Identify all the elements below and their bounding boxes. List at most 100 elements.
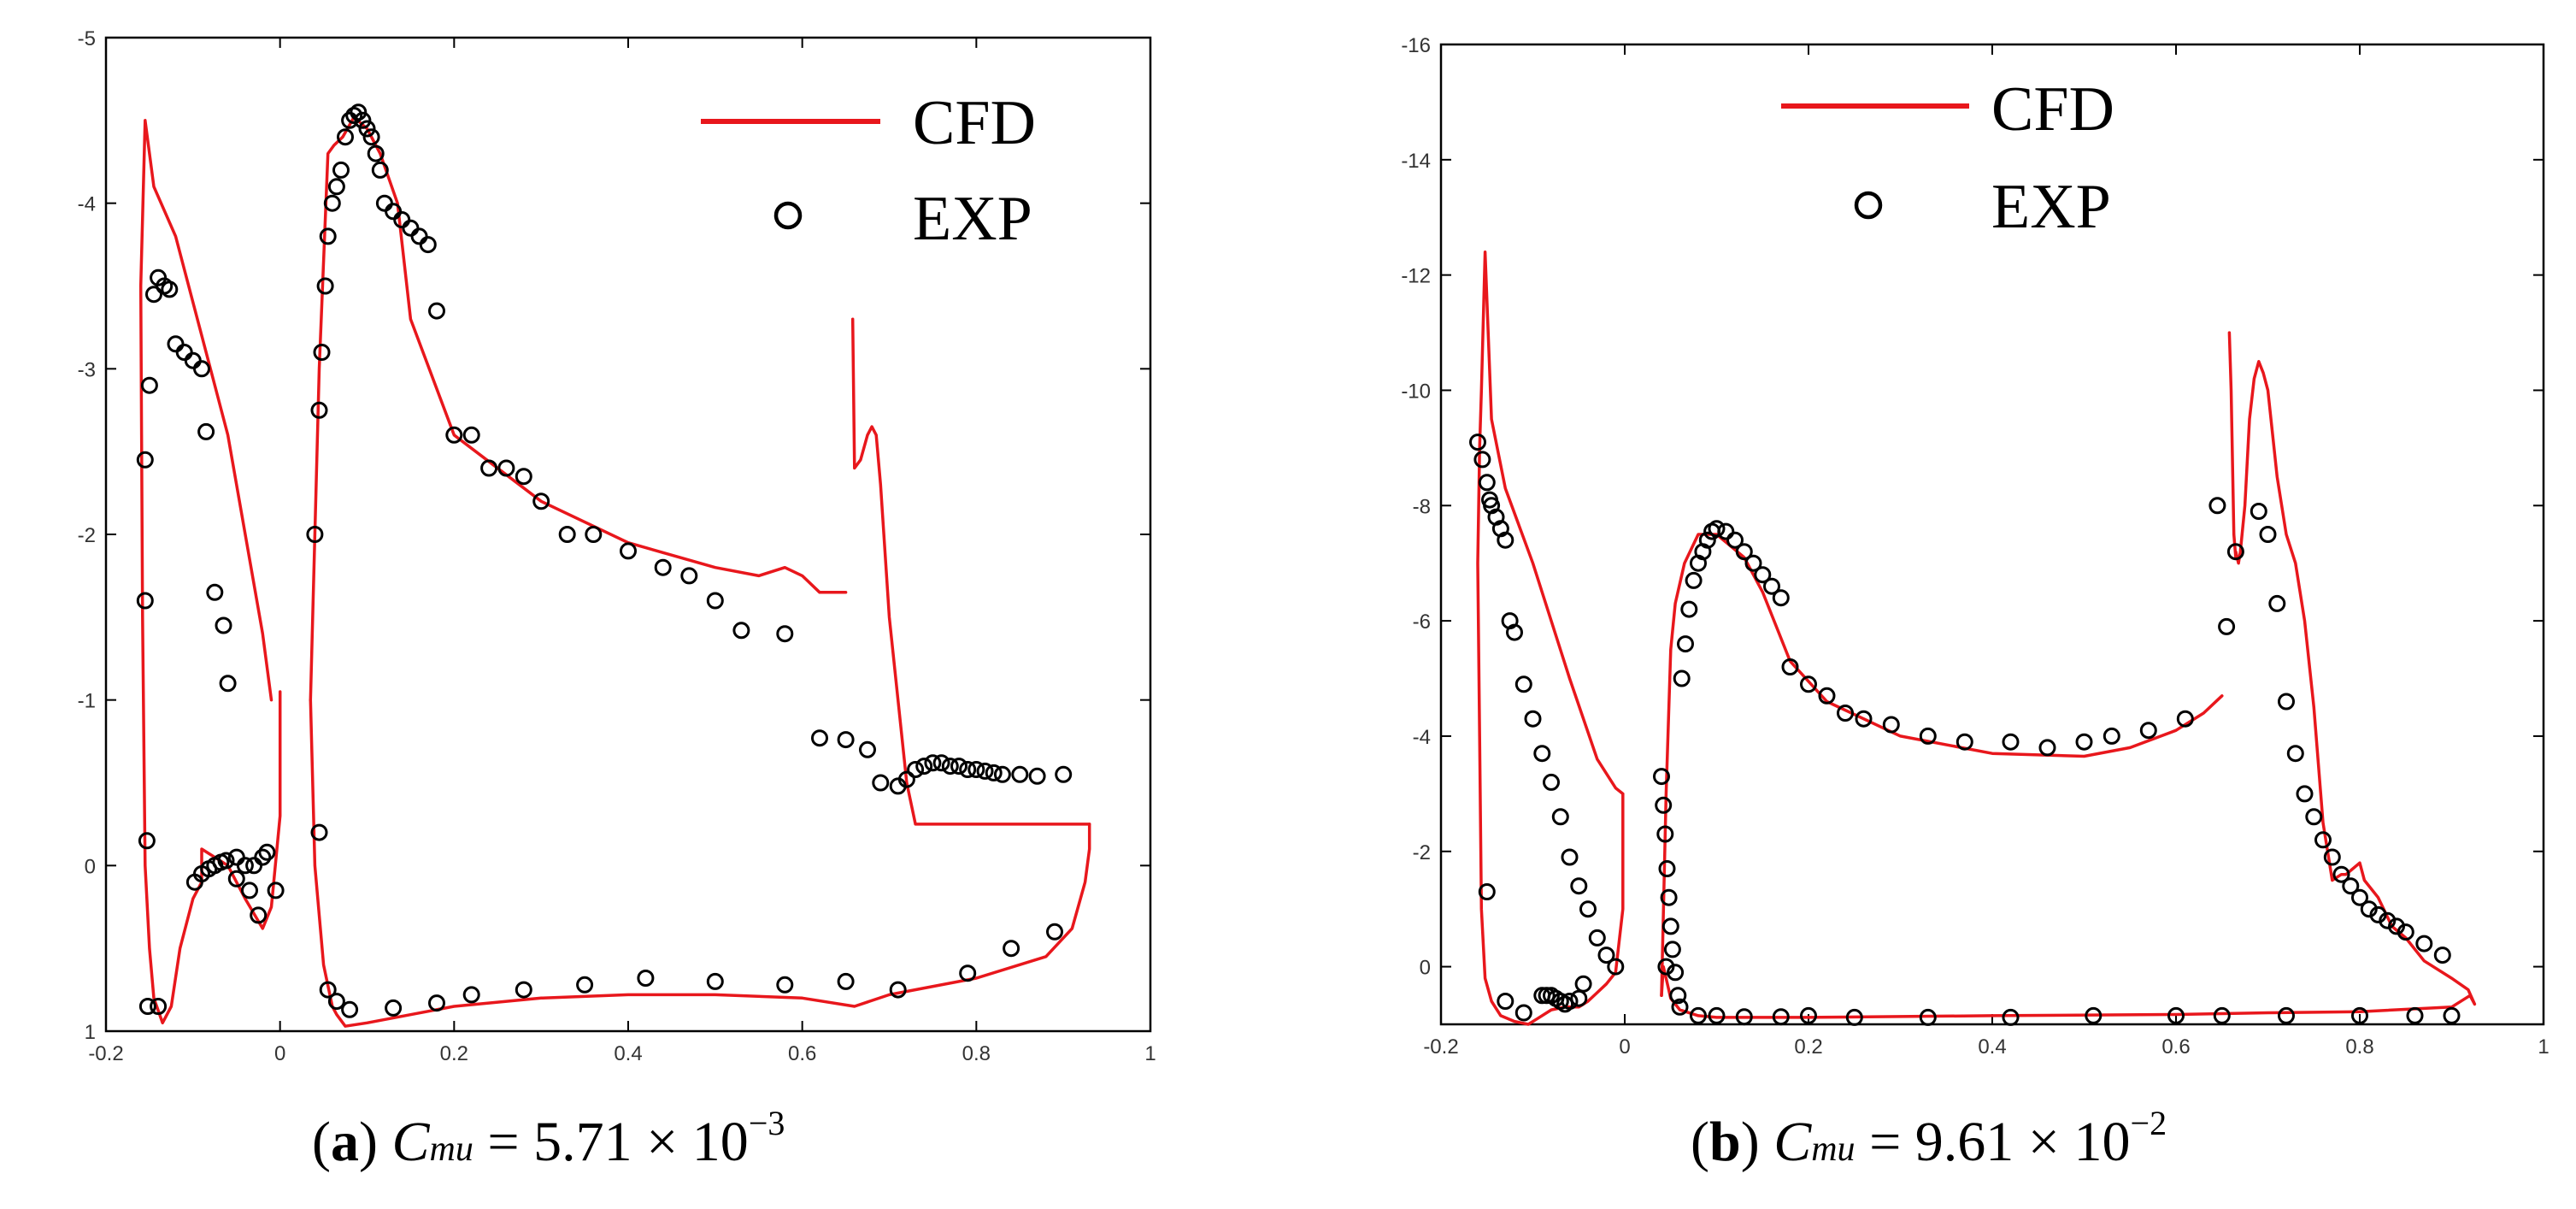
panel-a-y-tick-label: 0 <box>85 855 96 878</box>
panel-b-exp-point <box>1658 860 1676 877</box>
panel-b-legend-exp-marker <box>1854 191 1883 220</box>
panel-a-exp-point <box>480 459 498 477</box>
panel-a-exp-point <box>219 675 237 693</box>
panel-a-exp-point <box>310 401 328 419</box>
panel-a-caption-subscript: mu <box>429 1129 473 1169</box>
panel-a-exp-point <box>776 625 794 643</box>
panel-b-exp-point <box>1497 531 1514 549</box>
panel-b-exp-point <box>2038 739 2056 757</box>
panel-b-exp-point <box>1800 675 1817 693</box>
panel-a-exp-point <box>907 761 925 778</box>
panel-b-exp-point <box>1506 623 1523 641</box>
panel-b-exp-point <box>1543 773 1560 791</box>
panel-a-exp-point <box>445 426 463 444</box>
panel-b-exp-point <box>1956 733 1973 751</box>
panel-a-legend-cfd-label: CFD <box>913 88 1036 158</box>
panel-b-caption-symbol: C <box>1773 1111 1812 1173</box>
panel-b-caption-subscript: mu <box>1811 1129 1856 1169</box>
panel-b-cfd-line-segment <box>1660 533 2224 998</box>
panel-b-exp-series <box>1469 433 2461 1026</box>
panel-a-exp-point <box>217 852 235 870</box>
panel-b-exp-point <box>1669 987 1687 1005</box>
panel-b-y-tick-label: -10 <box>1401 380 1431 403</box>
panel-a-exp-point <box>428 994 445 1012</box>
panel-a-ticks: -0.2 0 0.2 0.4 0.6 0.8 1 -5 -4 -3 -2 -1 0 1 <box>78 27 1156 1065</box>
panel-b-exp-point <box>2351 888 2368 906</box>
panel-b-exp-point <box>1754 566 1772 584</box>
panel-a-y-tick-label: -4 <box>78 193 96 216</box>
panel-a-x-tick-label: -0.2 <box>88 1042 123 1065</box>
panel-a-exp-point <box>654 558 672 576</box>
panel-a-exp-point <box>410 227 428 245</box>
panel-a-exp-point <box>637 970 655 987</box>
panel-b-exp-point <box>1607 958 1625 976</box>
panel-a-cfd-line-segment <box>138 119 282 1025</box>
panel-a-exp-point <box>161 280 179 298</box>
panel-b-y-tick-label: -16 <box>1401 34 1431 57</box>
panel-a-legend-exp-label: EXP <box>913 184 1032 254</box>
panel-b-x-tick-label: 0 <box>1619 1035 1630 1059</box>
panel-b-exp-point <box>1579 900 1597 918</box>
panel-a-exp-point <box>250 906 268 924</box>
panel-a-exp-point <box>206 583 224 601</box>
panel-b-exp-point <box>2259 526 2277 543</box>
panel-b-exp-point <box>2167 1006 2185 1024</box>
panel-b-exp-point <box>1514 1004 1532 1022</box>
panel-b-exp-point <box>2278 1006 2295 1024</box>
panel-a-exp-point <box>167 335 185 353</box>
panel-a-exp-point <box>236 857 254 875</box>
panel-b-exp-point <box>1677 635 1694 653</box>
panel-a-exp-point <box>136 592 154 610</box>
panel-a-exp-point <box>215 616 232 634</box>
panel-a-exp-point <box>959 964 977 982</box>
panel-b-exp-point <box>2323 848 2341 866</box>
panel-a-exp-point <box>375 194 393 212</box>
panel-b-exp-point <box>1570 877 1588 895</box>
panel-a-exp-point <box>341 1000 359 1018</box>
panel-b-exp-point <box>1657 958 1675 976</box>
panel-a-exp-point <box>350 103 368 121</box>
panel-a-legend: CFD EXP <box>701 88 1036 254</box>
panel-a-exp-point <box>872 774 890 792</box>
panel-a-exp-point <box>245 857 263 875</box>
panel-b-exp-point <box>1882 716 1900 734</box>
panel-b-x-tick-label: 0.4 <box>1978 1035 2006 1059</box>
panel-b-x-tick-label: -0.2 <box>1423 1035 1458 1059</box>
panel-b-exp-point <box>1800 1006 1817 1024</box>
panel-b-exp-point <box>1680 600 1698 618</box>
panel-b-exp-point <box>1570 989 1588 1007</box>
panel-a-exp-point <box>497 459 515 477</box>
panel-a-exp-point <box>267 882 285 899</box>
panel-b-caption-letter: b <box>1709 1111 1741 1173</box>
panel-a-exp-point <box>811 729 828 747</box>
panel-b-exp-point <box>1660 888 1678 906</box>
panel-a-exp-point <box>706 972 724 990</box>
panel-a-exp-point <box>402 219 420 237</box>
panel-a-exp-point <box>462 986 480 1004</box>
panel-a-exp-point <box>993 765 1011 783</box>
panel-a-caption-symbol: C <box>391 1111 430 1173</box>
panel-a-exp-point <box>620 542 637 560</box>
panel-b-y-tick-label: -2 <box>1413 841 1431 864</box>
panel-b-exp-point <box>2342 877 2360 895</box>
panel-a-y-tick-label: 1 <box>85 1021 96 1044</box>
panel-a-cfd-line-segment <box>309 115 848 702</box>
panel-a-caption-equals: = <box>473 1111 534 1173</box>
panel-a-exp-point <box>385 999 403 1017</box>
panel-b-exp-point <box>1538 987 1556 1005</box>
panel-a-exp-point <box>241 882 258 899</box>
panel-b-exp-point <box>2332 865 2350 883</box>
panel-a-exp-point <box>680 567 698 585</box>
panel-b-exp-point <box>1588 929 1606 947</box>
panel-b-exp-point <box>2443 1006 2461 1024</box>
panel-b-exp-point <box>1698 531 1716 549</box>
panel-b-y-tick-label: -8 <box>1413 495 1431 518</box>
panel-b-exp-point <box>1818 687 1836 705</box>
panel-a-exp-point <box>941 758 959 776</box>
panel-a-exp-point <box>950 758 967 776</box>
panel-b-x-tick-label: 0.2 <box>1794 1035 1822 1059</box>
panel-b-y-tick-label: -12 <box>1401 265 1431 288</box>
panel-b-exp-point <box>1708 520 1726 538</box>
panel-a-exp-point <box>462 426 480 444</box>
